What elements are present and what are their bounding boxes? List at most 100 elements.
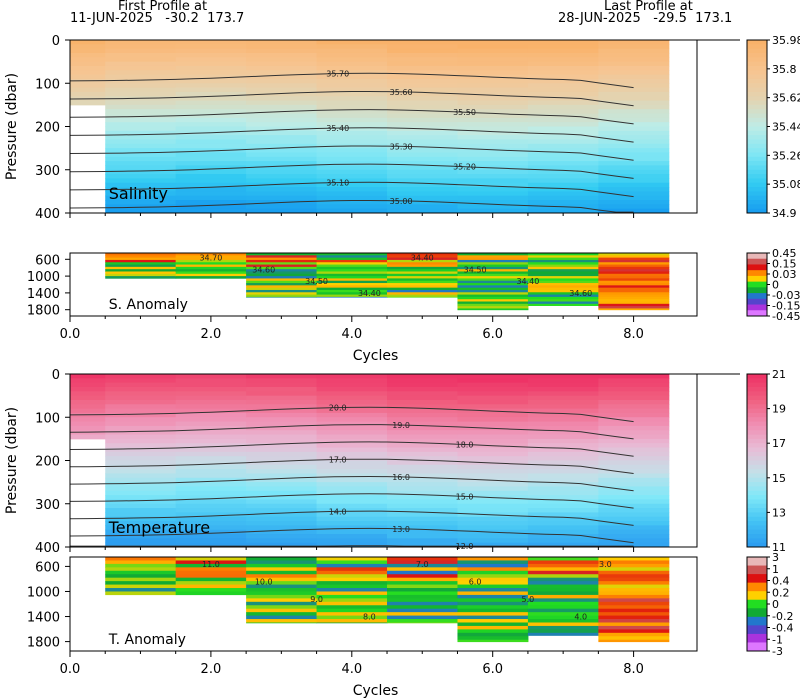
temperature-cell <box>316 508 388 513</box>
temperature-cell <box>598 386 670 392</box>
temperature-anomaly-colorbar-cell <box>747 608 767 618</box>
temperature-cell <box>175 399 247 405</box>
salinity-contour-label: 35.40 <box>326 124 349 133</box>
salinity-anomaly-colorbar-cell <box>747 258 767 265</box>
temperature-anomaly-cell <box>175 588 247 592</box>
temperature-cell <box>598 482 670 487</box>
salinity-colorbar-label: 35.8 <box>772 63 797 76</box>
temperature-cell <box>387 399 458 405</box>
temperature-cell <box>70 404 106 410</box>
temperature-colorbar-cell <box>747 477 767 483</box>
temperature-anomaly-cell <box>387 598 458 603</box>
temperature-colorbar-cell <box>747 525 767 531</box>
salinity-cell <box>387 152 458 158</box>
temperature-anomaly-cell <box>598 629 670 634</box>
temperature-anomaly-cell <box>527 557 599 561</box>
salinity-cell <box>387 130 458 136</box>
salinity-cell <box>246 130 318 136</box>
salinity-cell <box>598 143 670 149</box>
salinity-cell <box>316 91 388 97</box>
salinity-cell <box>175 200 247 205</box>
salinity-cell <box>387 96 458 102</box>
salinity-cell <box>387 178 458 184</box>
temperature-y-tick-label: 100 <box>35 411 60 426</box>
salinity-cell <box>457 178 529 184</box>
temperature-anomaly-cell <box>316 570 388 575</box>
salinity-anomaly-cell <box>105 266 177 270</box>
temperature-cell <box>387 456 458 461</box>
salinity-cell <box>246 122 318 127</box>
salinity-anomaly-colorbar-label: -0.03 <box>772 289 800 302</box>
salinity-cell <box>316 52 388 58</box>
salinity-anomaly-cell <box>175 253 247 256</box>
salinity-cell <box>387 70 458 76</box>
salinity-anomaly-cell <box>246 262 318 266</box>
temperature-cell <box>457 421 529 427</box>
temperature-cell <box>527 486 599 492</box>
salinity-cell <box>105 52 177 58</box>
temperature-anomaly-cell <box>457 619 529 623</box>
temperature-anomaly-cell <box>598 619 670 623</box>
salinity-cell <box>527 40 599 45</box>
salinity-cell <box>175 100 247 106</box>
temperature-colorbar-cell <box>747 486 767 492</box>
temperature-anomaly-cell <box>598 632 670 637</box>
temperature-anomaly-cell <box>246 563 318 568</box>
temperature-anomaly-cell <box>598 594 670 599</box>
temperature-cell <box>316 542 388 548</box>
temperature-anomaly-colorbar-cell <box>747 557 767 567</box>
temperature-cell <box>527 473 599 479</box>
temperature-anomaly-cell <box>105 557 177 561</box>
temperature-anomaly-contour-label: 8.0 <box>363 613 376 622</box>
salinity-anomaly-cell <box>527 292 599 296</box>
temperature-anomaly-cell <box>387 563 458 568</box>
temperature-anomaly-cell <box>105 563 177 568</box>
temperature-anomaly-colorbar-cell <box>747 599 767 609</box>
temperature-anomaly-cell <box>527 608 599 613</box>
salinity-anomaly-cell <box>527 285 599 289</box>
temperature-anomaly-contour-label: 9.0 <box>310 595 323 604</box>
temperature-anomaly-x-tick-label: 0.0 <box>60 662 81 677</box>
temperature-colorbar-cell <box>747 490 767 496</box>
salinity-anomaly-cell <box>457 280 529 284</box>
salinity-cell <box>316 113 388 119</box>
temperature-anomaly-cell <box>527 574 599 579</box>
salinity-cell <box>598 187 670 192</box>
salinity-cell <box>175 117 247 123</box>
salinity-anomaly-cell <box>457 292 529 296</box>
temperature-cell <box>105 447 177 453</box>
salinity-cell <box>387 57 458 63</box>
salinity-colorbar-cell <box>747 104 767 110</box>
temperature-cell <box>175 529 247 535</box>
temperature-cell <box>246 516 318 522</box>
salinity-anomaly-cell <box>387 266 458 270</box>
salinity-anomaly-cell <box>387 294 458 298</box>
salinity-cell <box>70 52 106 58</box>
salinity-cell <box>598 100 670 106</box>
salinity-anomaly-cell <box>246 283 318 286</box>
temperature-anomaly-y-tick-label: 1000 <box>27 585 60 600</box>
temperature-anomaly-cell <box>246 567 318 572</box>
temperature-anomaly-cell <box>527 629 599 634</box>
temperature-colorbar-cell <box>747 412 767 418</box>
salinity-anomaly-cell <box>175 264 247 268</box>
salinity-cell <box>598 195 670 201</box>
temperature-anomaly-cell <box>457 588 529 592</box>
temperature-cell <box>316 386 388 392</box>
temperature-colorbar-cell <box>747 438 767 444</box>
salinity-anomaly-cell <box>246 278 318 282</box>
salinity-anomaly-cell <box>457 259 529 263</box>
salinity-cell <box>457 143 529 149</box>
temperature-anomaly-cell <box>527 581 599 586</box>
salinity-cell <box>316 182 388 188</box>
salinity-y-tick-label: 0 <box>52 34 60 49</box>
salinity-cell <box>527 143 599 149</box>
temperature-cell <box>527 508 599 513</box>
salinity-cell <box>457 208 529 214</box>
temperature-colorbar-cell <box>747 495 767 500</box>
temperature-anomaly-contour-label: 11.0 <box>202 560 220 569</box>
salinity-anomaly-cell <box>387 269 458 272</box>
temperature-cell <box>246 391 318 397</box>
salinity-colorbar-cell <box>747 165 767 171</box>
salinity-cell <box>105 87 177 93</box>
